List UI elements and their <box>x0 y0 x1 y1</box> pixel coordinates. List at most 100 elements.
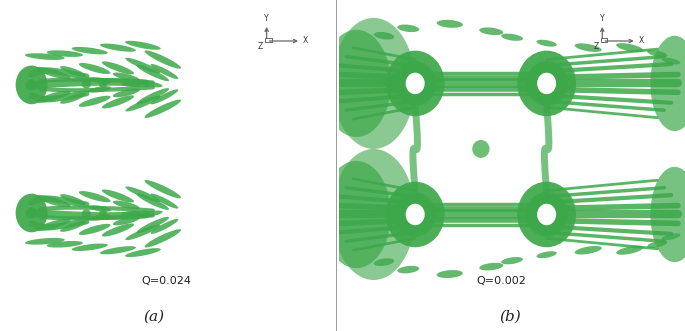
Ellipse shape <box>527 195 566 234</box>
Ellipse shape <box>374 32 395 40</box>
Ellipse shape <box>102 189 134 203</box>
Ellipse shape <box>536 40 557 47</box>
Ellipse shape <box>396 64 434 103</box>
Ellipse shape <box>436 20 463 28</box>
Bar <box>601 38 608 42</box>
Ellipse shape <box>479 263 503 270</box>
Ellipse shape <box>322 161 391 268</box>
Ellipse shape <box>332 18 415 149</box>
Ellipse shape <box>396 195 434 234</box>
Ellipse shape <box>537 204 556 225</box>
Ellipse shape <box>102 95 134 109</box>
Ellipse shape <box>36 67 71 79</box>
Ellipse shape <box>88 77 111 84</box>
Ellipse shape <box>145 180 181 198</box>
Ellipse shape <box>72 244 108 251</box>
Bar <box>266 38 272 42</box>
Ellipse shape <box>36 195 71 207</box>
Ellipse shape <box>125 248 161 257</box>
Ellipse shape <box>527 64 566 103</box>
Ellipse shape <box>151 194 178 209</box>
Ellipse shape <box>26 206 37 220</box>
Ellipse shape <box>145 100 181 118</box>
Text: (a): (a) <box>144 310 164 324</box>
Text: Q=0.002: Q=0.002 <box>477 276 527 286</box>
Text: Q=0.024: Q=0.024 <box>141 276 191 286</box>
Text: Z: Z <box>258 42 263 51</box>
Ellipse shape <box>540 77 553 90</box>
Ellipse shape <box>79 191 110 202</box>
Ellipse shape <box>395 192 436 237</box>
Ellipse shape <box>647 241 667 248</box>
Ellipse shape <box>501 34 523 41</box>
Ellipse shape <box>113 72 140 81</box>
Ellipse shape <box>616 43 643 52</box>
Ellipse shape <box>102 223 134 237</box>
Ellipse shape <box>99 210 107 217</box>
Ellipse shape <box>25 207 38 219</box>
Ellipse shape <box>651 167 685 262</box>
Ellipse shape <box>526 61 567 106</box>
Ellipse shape <box>100 246 136 254</box>
Text: X: X <box>639 36 644 45</box>
Ellipse shape <box>60 194 86 205</box>
Ellipse shape <box>136 211 162 217</box>
Ellipse shape <box>25 79 38 91</box>
Ellipse shape <box>16 66 47 104</box>
Ellipse shape <box>501 257 523 264</box>
Ellipse shape <box>72 47 108 54</box>
Ellipse shape <box>125 58 160 73</box>
Ellipse shape <box>125 41 161 50</box>
Ellipse shape <box>88 214 111 221</box>
Ellipse shape <box>151 64 178 79</box>
Ellipse shape <box>125 224 160 240</box>
Ellipse shape <box>151 219 178 234</box>
Ellipse shape <box>113 89 140 97</box>
Ellipse shape <box>100 44 136 52</box>
Ellipse shape <box>151 89 178 104</box>
Ellipse shape <box>60 221 86 232</box>
Ellipse shape <box>386 51 445 116</box>
Ellipse shape <box>102 61 134 74</box>
Ellipse shape <box>662 233 681 240</box>
Ellipse shape <box>36 219 71 231</box>
Ellipse shape <box>395 61 436 106</box>
Ellipse shape <box>16 194 47 232</box>
Ellipse shape <box>125 186 160 202</box>
Ellipse shape <box>386 182 445 247</box>
Ellipse shape <box>536 251 557 258</box>
Ellipse shape <box>662 58 681 65</box>
Ellipse shape <box>526 192 567 237</box>
Ellipse shape <box>332 149 415 280</box>
Ellipse shape <box>136 88 169 104</box>
Ellipse shape <box>479 27 503 35</box>
Text: Y: Y <box>600 14 605 23</box>
Ellipse shape <box>47 50 83 57</box>
Ellipse shape <box>537 73 556 94</box>
Ellipse shape <box>121 82 141 87</box>
Ellipse shape <box>88 86 111 93</box>
Ellipse shape <box>397 24 419 32</box>
Text: Y: Y <box>264 14 269 23</box>
Text: X: X <box>303 36 308 45</box>
Ellipse shape <box>517 182 576 247</box>
Ellipse shape <box>88 205 111 212</box>
Ellipse shape <box>60 93 86 104</box>
Ellipse shape <box>25 53 64 60</box>
Ellipse shape <box>575 246 601 255</box>
Ellipse shape <box>374 258 395 266</box>
Ellipse shape <box>121 211 141 216</box>
Ellipse shape <box>82 80 91 88</box>
Text: Z: Z <box>594 42 599 51</box>
Ellipse shape <box>113 217 140 225</box>
Ellipse shape <box>575 43 601 52</box>
Ellipse shape <box>136 65 169 81</box>
Ellipse shape <box>406 73 425 94</box>
Ellipse shape <box>60 66 86 77</box>
Ellipse shape <box>436 270 463 278</box>
Ellipse shape <box>145 229 181 248</box>
Text: (b): (b) <box>499 310 521 324</box>
Ellipse shape <box>82 210 91 218</box>
Ellipse shape <box>136 194 169 210</box>
Ellipse shape <box>25 238 64 245</box>
